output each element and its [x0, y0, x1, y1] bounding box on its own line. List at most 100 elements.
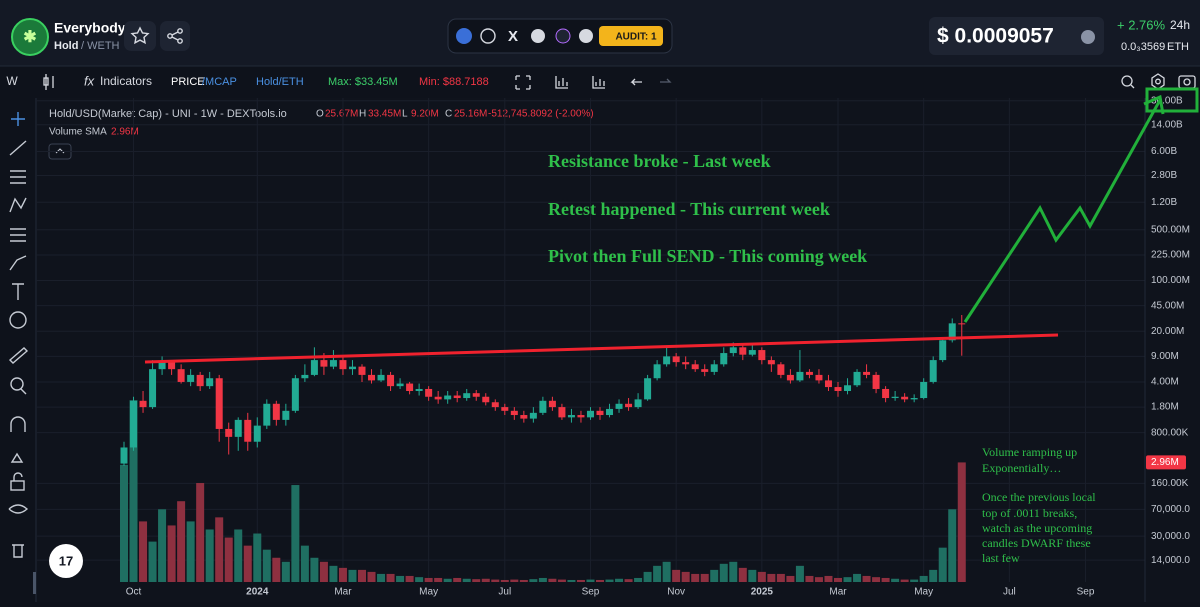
candle-body: [434, 396, 442, 400]
share-button[interactable]: [160, 21, 190, 51]
indicators-button[interactable]: Indicators: [100, 74, 152, 88]
candle-body: [406, 383, 414, 392]
volume-bar: [910, 579, 919, 582]
candle-body: [425, 388, 433, 397]
readout-key: H: [359, 109, 366, 120]
candle-body: [149, 369, 157, 408]
candle-body: [558, 407, 566, 418]
candle-body: [824, 380, 832, 388]
favorite-button[interactable]: [124, 21, 156, 51]
x-tick-label: Mar: [334, 587, 352, 598]
candle-body: [339, 360, 347, 370]
toolbar-icons[interactable]: [515, 73, 1196, 90]
tv-logo: 17: [59, 553, 73, 568]
volume-bar: [158, 509, 167, 582]
y-tick-label: 14,000.0: [1151, 555, 1190, 566]
volume-bar: [548, 578, 557, 582]
volume-bar: [472, 579, 481, 582]
candle-body: [663, 356, 671, 365]
volume-bar: [386, 573, 395, 582]
audit-badge[interactable]: [599, 26, 663, 46]
x-tick-label: May: [914, 587, 933, 598]
pair-toggle[interactable]: Hold/ETH: [256, 76, 304, 88]
candle-body: [701, 369, 709, 372]
candle-body: [120, 447, 128, 464]
tv-badge[interactable]: [49, 544, 83, 578]
volume-bar: [834, 577, 842, 582]
note-line: last few: [982, 551, 1020, 565]
candle-body: [682, 362, 690, 365]
candle-body: [901, 396, 909, 400]
note-line: Exponentially…: [982, 461, 1061, 475]
y-tick-label: 800.00K: [1151, 427, 1189, 438]
volume-bar: [653, 565, 662, 582]
candle-body: [834, 387, 842, 392]
price: $ 0.0009057: [937, 25, 1054, 48]
candle-body: [196, 374, 204, 387]
annotation: Retest happened - This current week: [548, 199, 830, 219]
volume-bar: [215, 517, 224, 582]
drawing-tools[interactable]: [8, 112, 29, 558]
link-telegram[interactable]: [531, 29, 545, 43]
y-tick-label: 9.00M: [1151, 351, 1179, 362]
volume-bar: [224, 537, 233, 582]
link-website[interactable]: [480, 28, 496, 44]
readout-key: C: [445, 109, 452, 120]
arrow-head: [1143, 94, 1165, 115]
link-x[interactable]: X: [508, 28, 518, 45]
volume-bar: [272, 557, 281, 582]
link-dextools[interactable]: [456, 28, 472, 44]
price-toggle[interactable]: PRICE: [171, 76, 205, 88]
volume-bar: [767, 573, 776, 582]
y-tick-label: 14.00B: [1151, 119, 1183, 130]
candle-body: [187, 374, 195, 382]
volume-bar: [691, 573, 700, 582]
note-line: Once the previous local: [982, 490, 1096, 504]
volume-bar: [938, 547, 947, 582]
link-other[interactable]: [555, 28, 571, 44]
candle-body: [625, 403, 633, 408]
candle-body: [387, 374, 395, 387]
volume-bar: [567, 579, 576, 582]
note-line: watch as the upcoming: [982, 521, 1092, 535]
candle-body: [586, 410, 594, 418]
volume-bar: [500, 579, 509, 582]
volume-bar: [738, 567, 747, 582]
info-icon[interactable]: [1081, 30, 1095, 44]
candle-icon[interactable]: [43, 74, 54, 90]
volume-bar: [576, 579, 585, 582]
volume-tag: [1146, 455, 1186, 470]
y-tick-label: 100.00M: [1151, 275, 1190, 286]
readout-key: O: [316, 109, 324, 120]
volume-bar: [348, 569, 357, 582]
volume-bar: [700, 573, 709, 582]
price-change: + 2.76%: [1117, 17, 1166, 32]
candle-body: [567, 415, 575, 418]
star-icon: [130, 26, 150, 45]
mcap-toggle[interactable]: /MCAP: [202, 76, 237, 88]
volume-bar: [338, 567, 347, 582]
volume-note: Volume ramping up Exponentially… Once the …: [982, 445, 1096, 565]
volume-bar: [510, 579, 519, 582]
interval[interactable]: W: [6, 74, 18, 88]
token-logo[interactable]: [11, 18, 49, 56]
volume-bar: [586, 579, 595, 582]
volume-bar: [253, 533, 262, 582]
readout-key: L: [402, 109, 408, 120]
sidebar-bg: [0, 98, 36, 602]
link-more[interactable]: [579, 29, 593, 43]
x-tick-label: Jul: [498, 587, 511, 598]
volume-bar: [919, 575, 928, 582]
volume-bar: [139, 521, 148, 582]
candle-body: [329, 360, 337, 367]
volume-label: Volume SMA: [49, 127, 107, 138]
candle-body: [796, 371, 804, 381]
volume-bar: [596, 579, 604, 582]
volume-bar: [786, 575, 795, 582]
volume-bar: [177, 501, 186, 582]
volume-bar: [519, 579, 528, 582]
volume-bar: [538, 577, 547, 582]
volume-bar: [205, 529, 214, 582]
price-box: [929, 17, 1104, 55]
